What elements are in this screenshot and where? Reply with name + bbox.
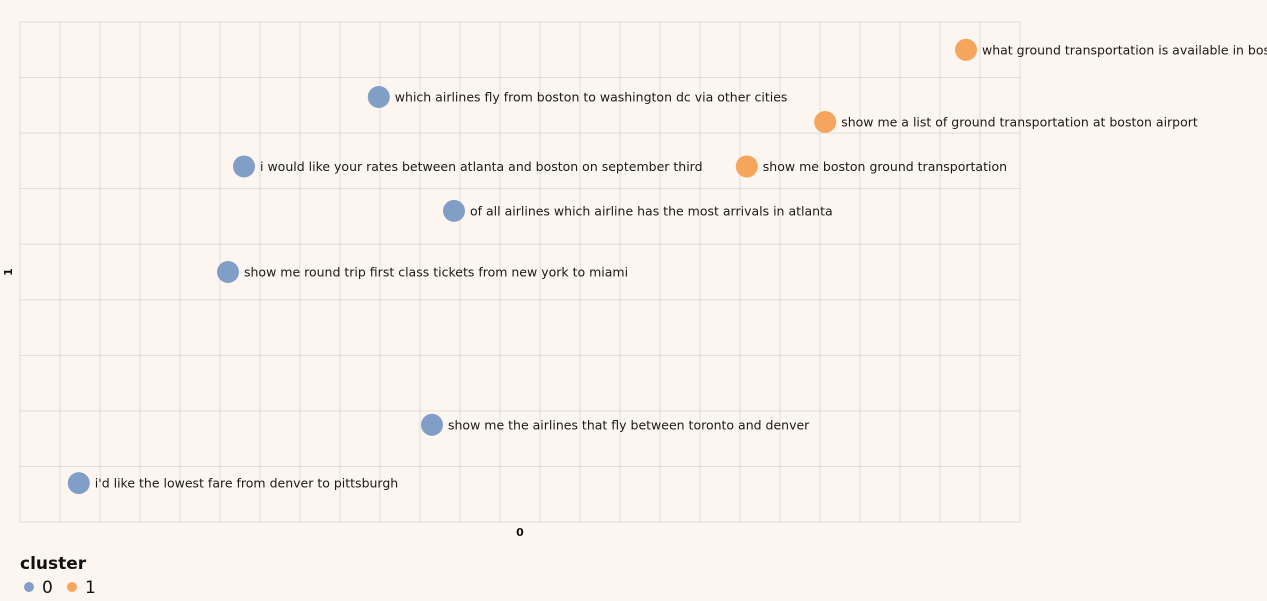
data-point-label: show me the airlines that fly between to… (448, 417, 810, 432)
y-axis-title: 1 (2, 268, 15, 276)
data-point (217, 261, 239, 283)
data-point (421, 413, 443, 436)
data-point-label: what ground transportation is available … (982, 42, 1267, 57)
data-point-label: i would like your rates between atlanta … (260, 159, 703, 174)
data-point-label: of all airlines which airline has the mo… (470, 203, 833, 218)
data-point (67, 472, 90, 495)
data-point (814, 111, 837, 133)
legend-marker (24, 582, 34, 592)
data-point-label: show me a list of ground transportation … (841, 115, 1198, 130)
grid (19, 21, 1021, 523)
data-point-label: show me boston ground transportation (763, 159, 1007, 174)
data-point (443, 199, 465, 222)
data-point-label: show me round trip first class tickets f… (244, 265, 628, 280)
legend-entry-label: 1 (85, 578, 96, 598)
legend-title: cluster (20, 554, 87, 574)
points-layer: what ground transportation is available … (67, 38, 1267, 495)
data-point-label: which airlines fly from boston to washin… (395, 90, 788, 105)
legend-marker (67, 582, 77, 592)
x-axis-title: 0 (516, 526, 524, 539)
data-point (233, 155, 255, 178)
data-point-label: i'd like the lowest fare from denver to … (95, 476, 398, 491)
data-point (955, 38, 977, 61)
legend: cluster 0 1 (20, 554, 96, 598)
legend-entry-label: 0 (42, 578, 53, 598)
data-point (735, 155, 758, 178)
data-point (367, 86, 390, 108)
